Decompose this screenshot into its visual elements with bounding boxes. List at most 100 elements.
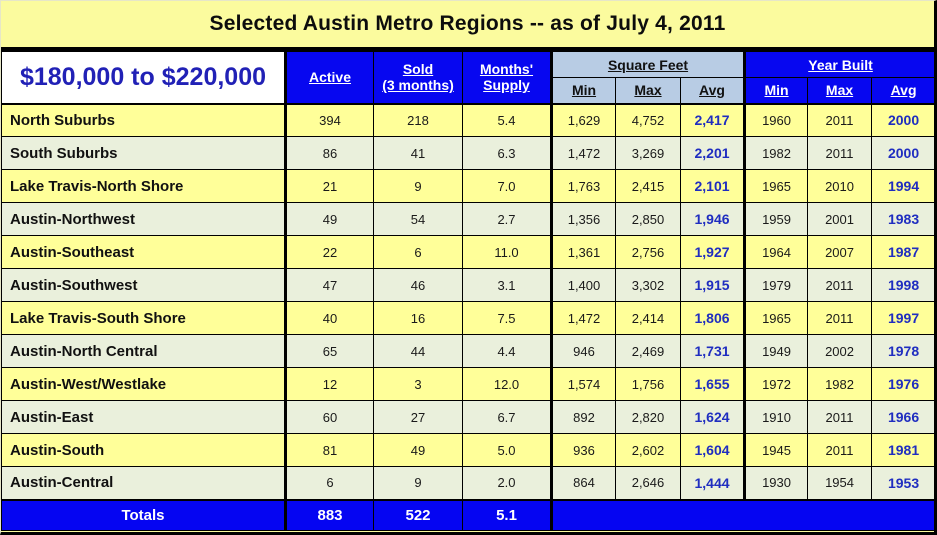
sqft-avg-cell: 1,927 <box>679 235 747 269</box>
sqft-max-cell: 1,756 <box>615 367 681 401</box>
active-cell: 12 <box>285 367 374 401</box>
sold-cell: 3 <box>373 367 463 401</box>
sqft-min-cell: 1,361 <box>551 235 616 269</box>
region-name-cell: Lake Travis-North Shore <box>1 169 287 203</box>
sold-cell: 9 <box>373 466 463 500</box>
table-row: Austin-Southwest 47 46 3.1 1,400 3,302 1… <box>1 268 934 302</box>
region-name-cell: Lake Travis-South Shore <box>1 301 287 335</box>
group-header-year-built: Year Built <box>744 51 934 78</box>
sqft-max-cell: 2,415 <box>615 169 681 203</box>
totals-empty-span <box>550 498 934 531</box>
table-row: South Suburbs 86 41 6.3 1,472 3,269 2,20… <box>1 136 934 170</box>
sqft-avg-cell: 2,417 <box>679 103 747 137</box>
price-range-text: $180,000 to $220,000 <box>19 62 267 91</box>
region-name-cell: Austin-South <box>1 433 287 467</box>
months-supply-cell: 6.7 <box>462 400 553 434</box>
yearbuilt-avg-cell: 1997 <box>871 301 934 335</box>
yearbuilt-max-cell: 2011 <box>807 301 873 335</box>
yearbuilt-max-cell: 2011 <box>807 268 873 302</box>
regions-table: $180,000 to $220,000 Active Sold (3 mont… <box>1 51 934 531</box>
table-row: Lake Travis-North Shore 21 9 7.0 1,763 2… <box>1 169 934 203</box>
region-name-cell: Austin-North Central <box>1 334 287 368</box>
table-row: Austin-South 81 49 5.0 936 2,602 1,604 1… <box>1 433 934 467</box>
active-cell: 47 <box>285 268 374 302</box>
totals-sold: 522 <box>373 498 463 531</box>
months-supply-cell: 7.0 <box>462 169 553 203</box>
sqft-min-cell: 1,574 <box>551 367 616 401</box>
yearbuilt-avg-cell: 1983 <box>871 202 934 236</box>
region-name-cell: South Suburbs <box>1 136 287 170</box>
sold-cell: 54 <box>373 202 463 236</box>
yearbuilt-avg-cell: 1966 <box>871 400 934 434</box>
yearbuilt-min-cell: 1979 <box>744 268 809 302</box>
sqft-avg-cell: 1,624 <box>679 400 747 434</box>
yearbuilt-min-cell: 1930 <box>744 466 809 500</box>
table-row: Austin-Southeast 22 6 11.0 1,361 2,756 1… <box>1 235 934 269</box>
yearbuilt-avg-cell: 1998 <box>871 268 934 302</box>
yearbuilt-min-cell: 1910 <box>744 400 809 434</box>
sqft-min-cell: 1,472 <box>551 136 616 170</box>
sqft-avg-cell: 1,655 <box>679 367 747 401</box>
table-body: North Suburbs 394 218 5.4 1,629 4,752 2,… <box>1 103 934 500</box>
yearbuilt-max-cell: 2010 <box>807 169 873 203</box>
yearbuilt-min-cell: 1949 <box>744 334 809 368</box>
yearbuilt-avg-cell: 2000 <box>871 103 934 137</box>
table-header: $180,000 to $220,000 Active Sold (3 mont… <box>1 51 934 105</box>
sqft-min-cell: 1,472 <box>551 301 616 335</box>
table-row: Lake Travis-South Shore 40 16 7.5 1,472 … <box>1 301 934 335</box>
sold-cell: 46 <box>373 268 463 302</box>
column-header-yb-min: Min <box>744 77 809 105</box>
sqft-max-cell: 3,269 <box>615 136 681 170</box>
months-supply-cell: 2.7 <box>462 202 553 236</box>
active-cell: 394 <box>285 103 374 137</box>
region-name-cell: North Suburbs <box>1 103 287 137</box>
sqft-min-cell: 1,356 <box>551 202 616 236</box>
sold-cell: 9 <box>373 169 463 203</box>
column-header-sf-min: Min <box>551 77 616 105</box>
yearbuilt-max-cell: 2011 <box>807 136 873 170</box>
yearbuilt-max-cell: 2011 <box>807 433 873 467</box>
yearbuilt-min-cell: 1982 <box>744 136 809 170</box>
sqft-min-cell: 946 <box>551 334 616 368</box>
yearbuilt-max-cell: 1954 <box>807 466 873 500</box>
months-supply-cell: 11.0 <box>462 235 553 269</box>
sqft-min-cell: 864 <box>551 466 616 500</box>
sold-cell: 218 <box>373 103 463 137</box>
active-cell: 81 <box>285 433 374 467</box>
active-cell: 22 <box>285 235 374 269</box>
active-cell: 40 <box>285 301 374 335</box>
sqft-max-cell: 2,602 <box>615 433 681 467</box>
sqft-max-cell: 4,752 <box>615 103 681 137</box>
sqft-avg-cell: 1,731 <box>679 334 747 368</box>
column-header-yb-avg: Avg <box>871 77 934 105</box>
sqft-max-cell: 2,756 <box>615 235 681 269</box>
sqft-max-cell: 2,646 <box>615 466 681 500</box>
column-header-sf-avg: Avg <box>679 77 747 105</box>
months-supply-cell: 2.0 <box>462 466 553 500</box>
sqft-min-cell: 1,629 <box>551 103 616 137</box>
yearbuilt-max-cell: 1982 <box>807 367 873 401</box>
yearbuilt-min-cell: 1972 <box>744 367 809 401</box>
active-cell: 65 <box>285 334 374 368</box>
price-range-label: $180,000 to $220,000 <box>1 51 287 105</box>
sqft-max-cell: 2,469 <box>615 334 681 368</box>
column-header-sold: Sold (3 months) <box>373 51 463 105</box>
yearbuilt-avg-cell: 1987 <box>871 235 934 269</box>
yearbuilt-max-cell: 2001 <box>807 202 873 236</box>
sqft-avg-cell: 1,604 <box>679 433 747 467</box>
table-row: Austin-North Central 65 44 4.4 946 2,469… <box>1 334 934 368</box>
column-header-months-supply: Months' Supply <box>462 51 553 105</box>
yearbuilt-avg-cell: 1978 <box>871 334 934 368</box>
totals-row: Totals 883 522 5.1 <box>1 498 934 531</box>
sold-cell: 44 <box>373 334 463 368</box>
totals-supply: 5.1 <box>462 498 553 531</box>
sqft-avg-cell: 1,946 <box>679 202 747 236</box>
table-row: Austin-Northwest 49 54 2.7 1,356 2,850 1… <box>1 202 934 236</box>
yearbuilt-min-cell: 1960 <box>744 103 809 137</box>
sqft-min-cell: 892 <box>551 400 616 434</box>
yearbuilt-min-cell: 1959 <box>744 202 809 236</box>
sqft-avg-cell: 2,101 <box>679 169 747 203</box>
yearbuilt-max-cell: 2011 <box>807 103 873 137</box>
table-row: Austin-Central 6 9 2.0 864 2,646 1,444 1… <box>1 466 934 500</box>
active-cell: 86 <box>285 136 374 170</box>
